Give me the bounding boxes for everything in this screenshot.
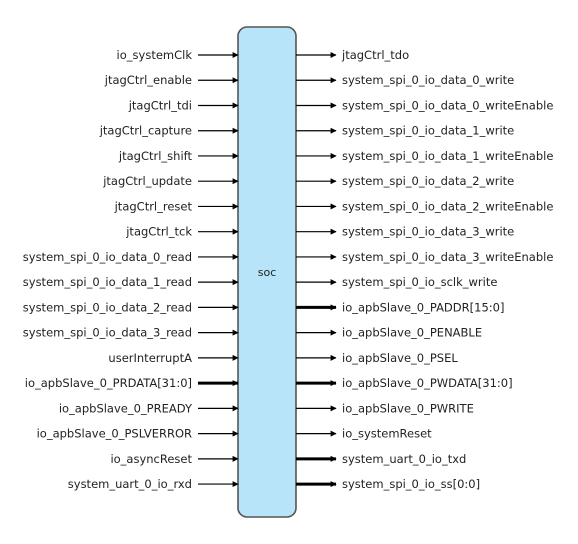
input-port-row: jtagCtrl_capture xyxy=(99,124,239,138)
output-port-row: system_spi_0_io_data_3_writeEnable xyxy=(296,250,553,264)
input-port-row: io_apbSlave_0_PRDATA[31:0] xyxy=(25,376,239,390)
input-port-row: io_asyncReset xyxy=(110,452,239,466)
output-port-label: system_spi_0_io_ss[0:0] xyxy=(342,477,480,491)
output-port-row: system_spi_0_io_data_1_write xyxy=(296,124,514,138)
output-port-label: system_spi_0_io_data_0_write xyxy=(342,73,514,87)
input-port-row: jtagCtrl_tck xyxy=(125,225,239,239)
output-port-label: system_spi_0_io_data_0_writeEnable xyxy=(342,98,553,112)
output-port-row: io_apbSlave_0_PWRITE xyxy=(296,401,474,415)
output-port-label: io_apbSlave_0_PADDR[15:0] xyxy=(342,300,504,314)
input-port-label: jtagCtrl_shift xyxy=(118,149,193,163)
output-port-row: io_systemReset xyxy=(296,427,432,441)
input-port-row: jtagCtrl_tdi xyxy=(128,98,239,112)
output-port-row: system_spi_0_io_data_0_writeEnable xyxy=(296,98,553,112)
output-port-label: jtagCtrl_tdo xyxy=(341,48,409,62)
soc-block-label: soc xyxy=(258,266,277,279)
input-port-row: io_apbSlave_0_PREADY xyxy=(59,401,239,415)
input-port-row: userInterruptA xyxy=(108,351,239,365)
output-port-label: system_spi_0_io_data_1_writeEnable xyxy=(342,149,553,163)
input-ports: io_systemClk jtagCtrl_enable jtagCtrl_tdij… xyxy=(23,48,239,491)
input-port-label: jtagCtrl_tck xyxy=(125,225,192,239)
input-port-label: system_uart_0_io_rxd xyxy=(68,477,192,491)
input-port-label: system_spi_0_io_data_3_read xyxy=(23,326,192,340)
output-port-label: io_apbSlave_0_PENABLE xyxy=(342,326,482,340)
input-port-label: jtagCtrl_capture xyxy=(99,124,192,138)
output-port-row: system_spi_0_io_data_2_write xyxy=(296,174,514,188)
output-port-row: system_spi_0_io_data_0_write xyxy=(296,73,514,87)
input-port-label: system_spi_0_io_data_2_read xyxy=(23,300,192,314)
input-port-row: jtagCtrl_update xyxy=(102,174,239,188)
input-port-row: io_systemClk xyxy=(117,48,239,62)
input-port-label: jtagCtrl_reset xyxy=(114,199,193,213)
output-port-row: system_spi_0_io_data_1_writeEnable xyxy=(296,149,553,163)
input-port-label: jtagCtrl_tdi xyxy=(128,98,192,112)
input-port-row: io_apbSlave_0_PSLVERROR xyxy=(37,427,239,441)
input-port-label: jtagCtrl_update xyxy=(102,174,192,188)
input-port-label: io_apbSlave_0_PREADY xyxy=(59,401,193,415)
output-port-label: system_spi_0_io_data_2_writeEnable xyxy=(342,199,553,213)
input-port-row: jtagCtrl_shift xyxy=(118,149,239,163)
output-port-label: system_spi_0_io_sclk_write xyxy=(342,275,497,289)
input-port-label: io_apbSlave_0_PRDATA[31:0] xyxy=(25,376,192,390)
output-port-row: io_apbSlave_0_PSEL xyxy=(296,351,458,365)
input-port-label: jtagCtrl_enable xyxy=(104,73,192,87)
soc-block[interactable] xyxy=(237,26,297,518)
output-port-label: io_apbSlave_0_PWRITE xyxy=(342,401,474,415)
input-port-label: userInterruptA xyxy=(108,351,192,365)
input-port-row: system_spi_0_io_data_3_read xyxy=(23,326,239,340)
input-port-label: system_spi_0_io_data_0_read xyxy=(23,250,192,264)
output-port-label: system_spi_0_io_data_3_write xyxy=(342,225,514,239)
output-port-row: system_spi_0_io_data_2_writeEnable xyxy=(296,199,553,213)
output-port-label: system_spi_0_io_data_1_write xyxy=(342,124,514,138)
input-port-label: io_asyncReset xyxy=(110,452,192,466)
output-port-row: io_apbSlave_0_PADDR[15:0] xyxy=(296,300,504,314)
input-port-row: jtagCtrl_enable xyxy=(104,73,239,87)
input-port-row: system_spi_0_io_data_0_read xyxy=(23,250,239,264)
output-port-label: io_apbSlave_0_PWDATA[31:0] xyxy=(342,376,513,390)
output-port-label: io_systemReset xyxy=(342,427,432,441)
input-port-row: jtagCtrl_reset xyxy=(114,199,239,213)
output-port-row: jtagCtrl_tdo xyxy=(296,48,409,62)
output-port-row: io_apbSlave_0_PWDATA[31:0] xyxy=(296,376,513,390)
output-port-row: system_spi_0_io_data_3_write xyxy=(296,225,514,239)
output-port-label: system_spi_0_io_data_2_write xyxy=(342,174,514,188)
input-port-row: system_spi_0_io_data_2_read xyxy=(23,300,239,314)
output-port-row: system_spi_0_io_sclk_write xyxy=(296,275,497,289)
output-port-label: system_uart_0_io_txd xyxy=(342,452,466,466)
output-port-row: system_spi_0_io_ss[0:0] xyxy=(296,477,480,491)
output-port-label: io_apbSlave_0_PSEL xyxy=(342,351,458,365)
output-port-label: system_spi_0_io_data_3_writeEnable xyxy=(342,250,553,264)
input-port-label: io_systemClk xyxy=(117,48,193,62)
output-port-row: io_apbSlave_0_PENABLE xyxy=(296,326,482,340)
input-port-row: system_uart_0_io_rxd xyxy=(68,477,239,491)
output-ports: jtagCtrl_tdo system_spi_0_io_data_0_write… xyxy=(296,48,553,491)
output-port-row: system_uart_0_io_txd xyxy=(296,452,466,466)
input-port-row: system_spi_0_io_data_1_read xyxy=(23,275,239,289)
input-port-label: io_apbSlave_0_PSLVERROR xyxy=(37,427,192,441)
input-port-label: system_spi_0_io_data_1_read xyxy=(23,275,192,289)
